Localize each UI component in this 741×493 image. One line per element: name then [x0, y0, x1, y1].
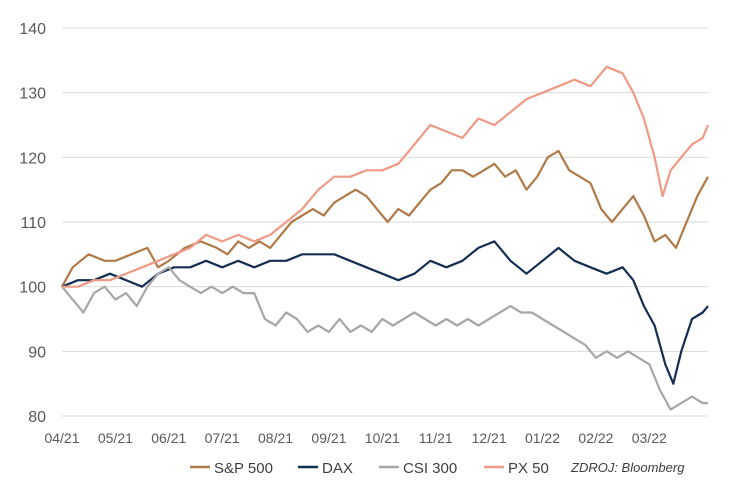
x-tick-label: 07/21 [205, 430, 240, 446]
series-line-px-50 [62, 65, 710, 288]
y-axis-ticks: 80 90 100 110 120 130 140 [19, 21, 46, 426]
x-tick-label: 01/22 [525, 430, 560, 446]
x-tick-label: 06/21 [151, 430, 186, 446]
x-tick-label: 09/21 [311, 430, 346, 446]
legend-label: PX 50 [508, 460, 549, 477]
legend-label: CSI 300 [403, 460, 457, 477]
series-line-dax [61, 240, 709, 385]
x-tick-label: 08/21 [258, 430, 293, 446]
x-axis-ticks: 04/21 05/21 06/21 07/21 08/21 09/21 10/21 11/21… [44, 430, 667, 446]
series-line-csi-300 [61, 266, 708, 411]
x-tick-label: 04/21 [44, 430, 79, 446]
legend: S&P 500 DAX CSI 300 PX 50 [190, 460, 549, 477]
series-line-s-p-500 [61, 149, 709, 288]
x-tick-label: 03/22 [632, 430, 667, 446]
x-tick-label: 11/21 [419, 430, 453, 446]
x-tick-label: 10/21 [365, 430, 400, 446]
y-tick-label: 100 [19, 280, 46, 297]
series-lines [61, 65, 710, 411]
x-tick-label: 12/21 [472, 430, 507, 446]
y-tick-label: 80 [28, 409, 46, 426]
y-tick-label: 130 [19, 86, 46, 103]
y-tick-label: 140 [19, 21, 46, 38]
x-tick-label: 02/22 [578, 430, 613, 446]
legend-label: S&P 500 [214, 460, 273, 477]
source-note: ZDROJ: Bloomberg [570, 460, 685, 475]
y-tick-label: 120 [19, 150, 46, 167]
legend-label: DAX [322, 460, 353, 477]
y-tick-label: 110 [20, 215, 46, 232]
gridlines [62, 27, 708, 417]
x-tick-label: 05/21 [98, 430, 133, 446]
y-tick-label: 90 [28, 344, 46, 361]
